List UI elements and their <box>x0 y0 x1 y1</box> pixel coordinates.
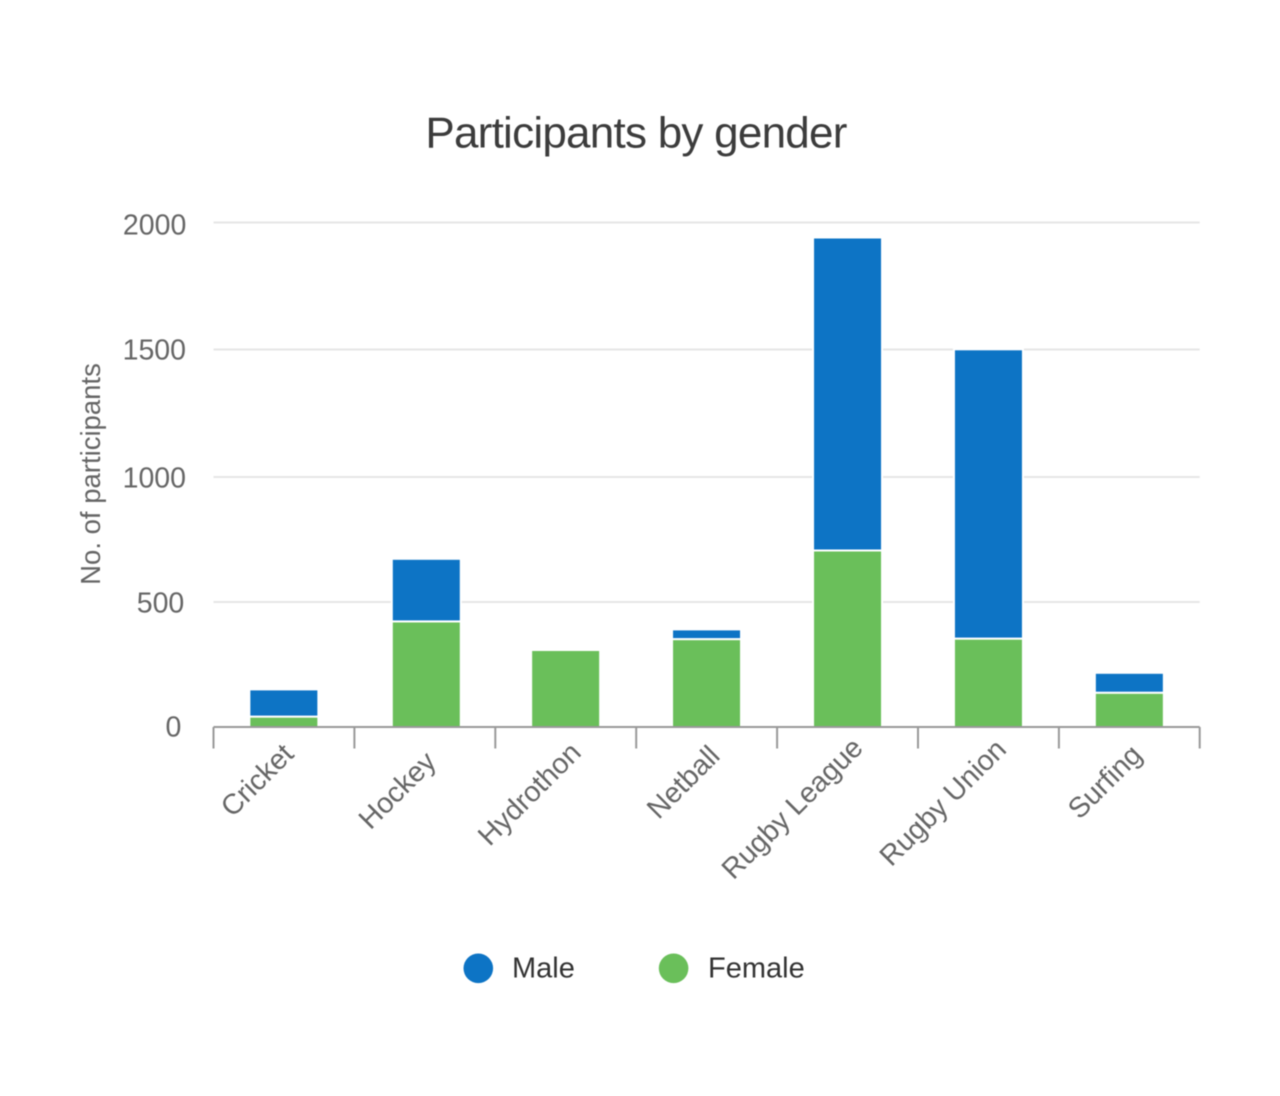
svg-text:Male: Male <box>512 953 575 985</box>
svg-text:0: 0 <box>165 712 181 744</box>
svg-text:2000: 2000 <box>123 209 186 241</box>
svg-text:Female: Female <box>708 953 805 985</box>
svg-text:Participants by gender: Participants by gender <box>425 109 846 158</box>
svg-text:1000: 1000 <box>123 463 186 495</box>
svg-text:500: 500 <box>137 588 185 620</box>
svg-text:No. of participants: No. of participants <box>75 363 106 585</box>
svg-text:1500: 1500 <box>123 335 186 367</box>
